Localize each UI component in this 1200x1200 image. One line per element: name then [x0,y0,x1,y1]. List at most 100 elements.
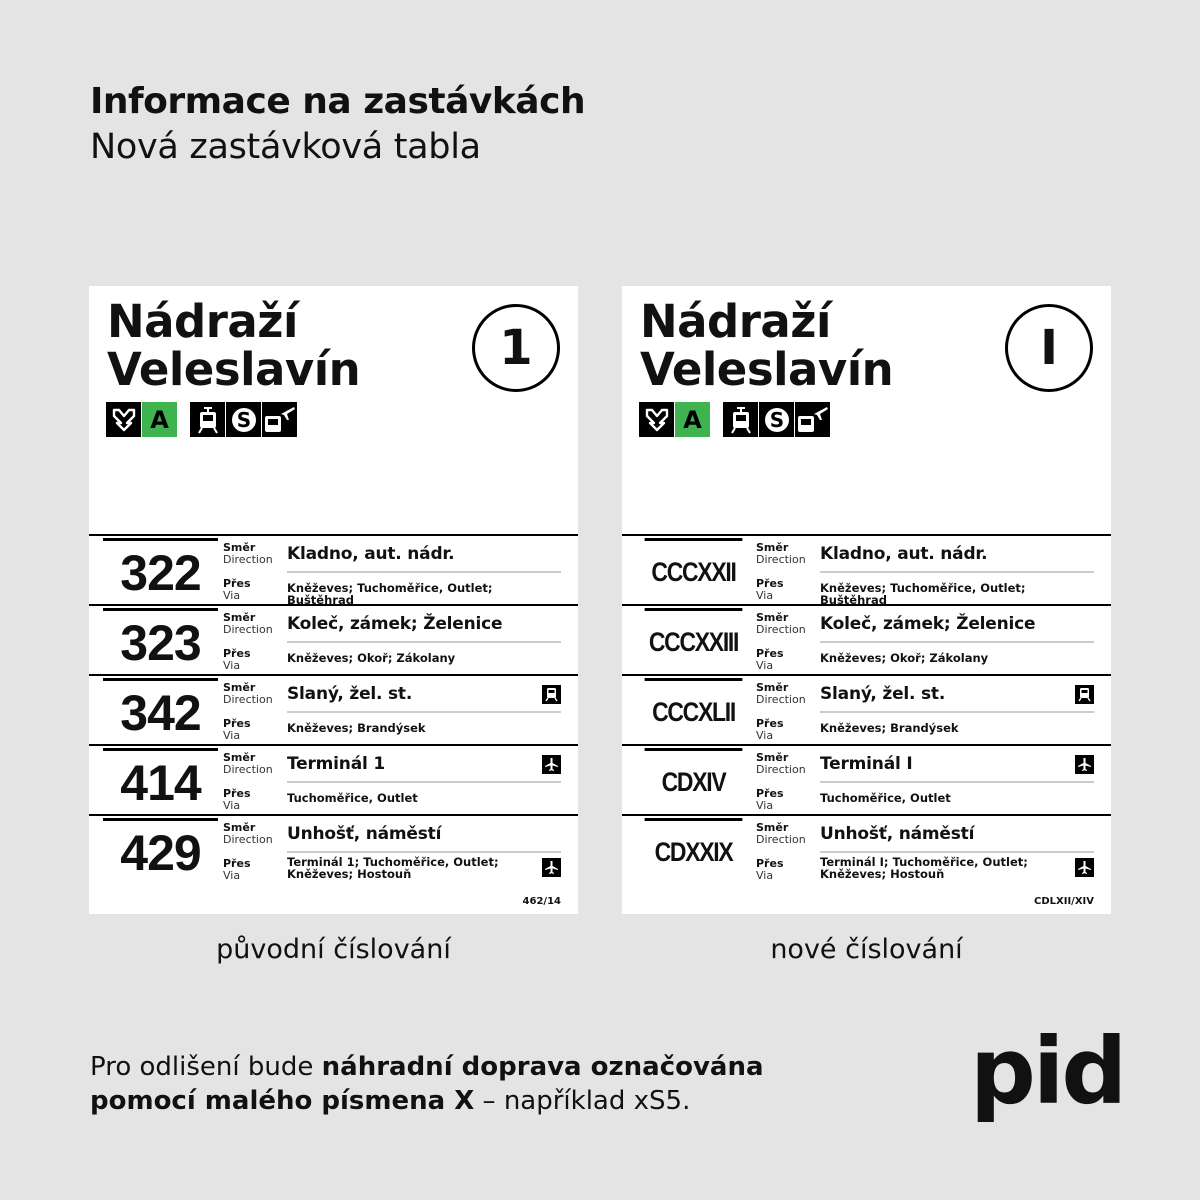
destination: Terminál I [820,754,913,774]
stop-name-line2: Veleslavín [107,343,361,396]
line-row: 322 Směr Direction Kladno, aut. nádr. Pře… [89,534,578,606]
via-stops-line1: Kněževes; Tuchoměřice, Outlet; Buštěhrad [287,581,493,607]
direction-label-cz: Směr [756,541,789,554]
line-number: CDXIV [644,748,743,814]
via-label: Přes Via [756,648,784,672]
direction-label-en: Direction [756,763,806,776]
page-subtitle: Nová zastávková tabla [90,127,481,167]
line-row: CDXXIX Směr Direction Unhošť, náměstí Pře… [622,814,1111,884]
stop-name-line1: Nádraží [107,295,298,348]
via-label-en: Via [756,729,774,742]
line-row: 342 Směr Direction Slaný, žel. st. Přes Vi… [89,674,578,744]
via-label-en: Via [223,799,241,812]
direction-label: Směr Direction [756,612,806,636]
direction-label-en: Direction [756,693,806,706]
via-label: Přes Via [223,788,251,812]
airport-bus-icon [262,402,297,437]
line-number: 342 [103,678,218,744]
via-stops: Kněževes; Brandýsek [820,722,1050,734]
footer-text-1: Pro odlišení bude [90,1052,322,1082]
via-label-cz: Přes [223,717,251,730]
via-label: Přes Via [756,578,784,602]
divider [287,711,561,713]
destination: Unhošť, náměstí [287,824,442,844]
via-label-cz: Přes [223,787,251,800]
direction-label-cz: Směr [223,821,256,834]
divider [820,711,1094,713]
via-stops: Terminál 1; Tuchoměřice, Outlet; Kněževe… [287,856,517,880]
footer-text-4: – například xS5. [474,1086,691,1116]
direction-label-cz: Směr [223,611,256,624]
via-label: Přes Via [223,648,251,672]
via-label-cz: Přes [223,577,251,590]
direction-label: Směr Direction [223,822,273,846]
metro-icon [639,402,674,437]
via-label-cz: Přes [223,647,251,660]
via-stops-line1: Tuchoměřice, Outlet [287,791,418,805]
direction-label: Směr Direction [223,612,273,636]
divider [820,571,1094,573]
via-stops: Kněževes; Tuchoměřice, Outlet; Buštěhrad [287,582,517,606]
train-icon [1075,685,1094,704]
via-label-cz: Přes [223,857,251,870]
direction-label: Směr Direction [223,682,273,706]
line-number: CCCXLII [644,678,743,744]
direction-label-cz: Směr [756,821,789,834]
destination: Koleč, zámek; Želenice [287,614,503,634]
metro-line-a-badge: A [675,402,710,437]
divider [820,641,1094,643]
stop-board-right: Nádraží Veleslavín I A S CCCXXII Směr Dir… [622,286,1111,914]
via-label: Přes Via [756,788,784,812]
metro-icon [106,402,141,437]
line-row: 414 Směr Direction Terminál 1 Přes Via Tuc… [89,744,578,814]
line-number: CDXXIX [644,818,743,884]
via-label-en: Via [223,589,241,602]
train-icon [542,685,561,704]
direction-label: Směr Direction [756,822,806,846]
airport-bus-icon [795,402,830,437]
via-label-cz: Přes [756,647,784,660]
via-stops-line1: Terminál 1; Tuchoměřice, Outlet; [287,855,499,869]
direction-label-cz: Směr [756,611,789,624]
pid-logo: pid [970,1018,1127,1125]
destination: Kladno, aut. nádr. [820,544,988,564]
line-number: CCCXXII [644,538,743,604]
airplane-icon [1075,858,1094,877]
direction-label: Směr Direction [756,752,806,776]
direction-label-en: Direction [223,693,273,706]
line-number: 429 [103,818,218,884]
metro-line-a-badge: A [142,402,177,437]
destination: Slaný, žel. st. [820,684,946,704]
line-number: CCCXXIII [644,608,743,674]
via-label-cz: Přes [756,717,784,730]
via-label: Přes Via [223,858,251,882]
direction-label-en: Direction [756,623,806,636]
destination: Slaný, žel. st. [287,684,413,704]
direction-label: Směr Direction [756,542,806,566]
via-label-en: Via [756,799,774,812]
s-train-icon: S [759,402,794,437]
divider [287,851,561,853]
via-label-cz: Přes [756,787,784,800]
direction-label-en: Direction [223,553,273,566]
airplane-icon [1075,755,1094,774]
via-stops-line1: Kněževes; Brandýsek [820,721,959,735]
via-label-en: Via [223,729,241,742]
line-number: 323 [103,608,218,674]
via-stops: Tuchoměřice, Outlet [820,792,1050,804]
line-list: CCCXXII Směr Direction Kladno, aut. nádr.… [622,534,1111,884]
direction-label-en: Direction [756,833,806,846]
via-label: Přes Via [223,718,251,742]
direction-label-en: Direction [223,763,273,776]
line-row: CCCXXII Směr Direction Kladno, aut. nádr.… [622,534,1111,606]
post-number-badge: I [1005,304,1093,392]
direction-label-cz: Směr [756,681,789,694]
via-stops: Tuchoměřice, Outlet [287,792,517,804]
via-label: Přes Via [756,858,784,882]
via-label-en: Via [223,659,241,672]
board-caption: původní číslování [216,934,451,965]
via-stops: Kněževes; Brandýsek [287,722,517,734]
airplane-icon [542,755,561,774]
header: Informace na zastávkách Nová zastávková … [90,82,586,172]
via-label: Přes Via [756,718,784,742]
